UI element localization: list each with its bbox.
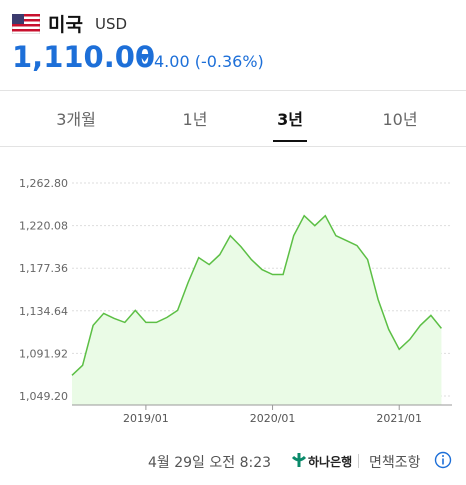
timestamp: 4월 29일 오전 8:23 <box>148 455 272 471</box>
x-tick-label: 2021/01 <box>376 412 422 425</box>
x-tick-label: 2020/01 <box>250 412 296 425</box>
down-arrow <box>139 54 150 62</box>
y-tick-label: 1,091.92 <box>19 347 68 360</box>
y-tick-label: 1,134.64 <box>19 305 68 318</box>
x-tick-label: 2019/01 <box>123 412 169 425</box>
area <box>72 215 442 405</box>
chart: 1,049.20 1,091.92 1,134.64 1,177.36 1,220.08… <box>19 177 452 425</box>
change: 4.00 (-0.36%) <box>154 52 264 71</box>
tab-bar: 3개월 1년 3년 10년 <box>0 92 466 144</box>
rate: 1,110.00 <box>12 40 156 74</box>
divider <box>0 146 466 147</box>
tab[interactable]: 10년 <box>382 110 418 129</box>
tab[interactable]: 3년 <box>277 110 303 129</box>
country: 미국 <box>48 14 83 36</box>
bank-name: 하나은행 <box>308 455 353 469</box>
tab[interactable]: 3개월 <box>56 110 96 129</box>
divider <box>0 90 466 91</box>
separator <box>358 454 359 468</box>
tab-underline <box>273 140 307 142</box>
y-tick-label: 1,177.36 <box>19 262 68 275</box>
y-tick-label: 1,049.20 <box>19 390 68 403</box>
us-flag <box>12 14 40 34</box>
line <box>71 214 442 376</box>
info-icon[interactable] <box>434 451 452 469</box>
currency: USD <box>95 15 128 33</box>
bank-logo <box>291 453 307 467</box>
tab[interactable]: 1년 <box>182 110 208 129</box>
y-tick-label: 1,220.08 <box>19 220 68 233</box>
disclaimer[interactable]: 면책조항 <box>369 455 421 471</box>
y-tick-label: 1,262.80 <box>19 177 68 190</box>
